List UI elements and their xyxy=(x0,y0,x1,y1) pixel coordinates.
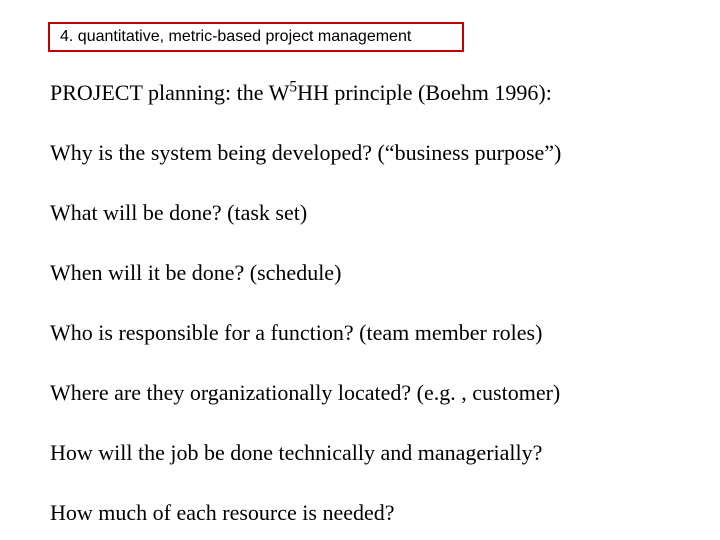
line-text: HH principle (Boehm 1996): xyxy=(297,80,552,105)
body-line: How much of each resource is needed? xyxy=(50,500,395,526)
superscript: 5 xyxy=(289,79,297,96)
section-header-box: 4. quantitative, metric-based project ma… xyxy=(48,22,464,52)
body-line: When will it be done? (schedule) xyxy=(50,260,341,286)
line-text: Where are they organizationally located?… xyxy=(50,380,560,405)
line-text: What will be done? (task set) xyxy=(50,200,307,225)
body-line: How will the job be done technically and… xyxy=(50,440,542,466)
line-text: When will it be done? (schedule) xyxy=(50,260,341,285)
line-text: Why is the system being developed? (“bus… xyxy=(50,140,561,165)
line-text: How much of each resource is needed? xyxy=(50,500,395,525)
body-line: Why is the system being developed? (“bus… xyxy=(50,140,561,166)
section-header-text: 4. quantitative, metric-based project ma… xyxy=(60,28,411,45)
line-text: Who is responsible for a function? (team… xyxy=(50,320,542,345)
body-line: PROJECT planning: the W5HH principle (Bo… xyxy=(50,80,552,106)
body-line: What will be done? (task set) xyxy=(50,200,307,226)
body-line: Where are they organizationally located?… xyxy=(50,380,560,406)
body-line: Who is responsible for a function? (team… xyxy=(50,320,542,346)
line-text: PROJECT planning: the W xyxy=(50,80,289,105)
line-text: How will the job be done technically and… xyxy=(50,440,542,465)
